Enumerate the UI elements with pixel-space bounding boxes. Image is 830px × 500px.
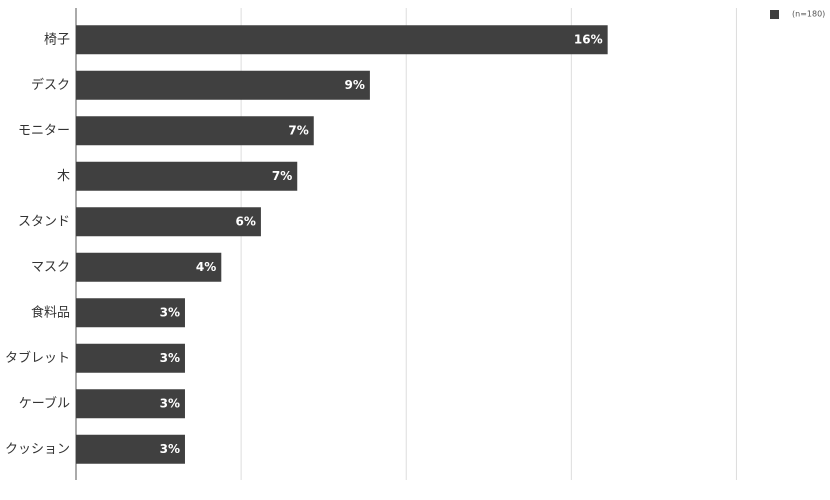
value-label: 7%: [272, 169, 292, 183]
category-label: 木: [57, 169, 70, 184]
category-label: クッション: [5, 442, 70, 457]
category-label: ケーブル: [19, 395, 70, 411]
bar: [76, 25, 608, 55]
bar: [76, 161, 298, 191]
bar: [76, 207, 261, 237]
category-label: タブレット: [5, 350, 70, 366]
value-label: 16%: [574, 32, 603, 46]
value-label: 7%: [288, 123, 308, 137]
category-label: 椅子: [44, 32, 70, 47]
category-label: マスク: [31, 260, 70, 275]
value-label: 9%: [345, 78, 365, 92]
value-label: 3%: [160, 442, 180, 456]
value-label: 3%: [160, 305, 180, 319]
bar: [76, 434, 185, 464]
legend-label: (n=180): [792, 10, 825, 19]
bar: [76, 116, 314, 146]
value-label: 4%: [196, 260, 216, 274]
bar: [76, 298, 185, 328]
legend-swatch: [770, 10, 779, 19]
bar: [76, 70, 370, 100]
category-label: スタンド: [18, 214, 70, 229]
category-label: 食料品: [31, 304, 70, 320]
category-label: デスク: [31, 77, 70, 93]
value-label: 6%: [236, 214, 256, 228]
category-label: モニター: [18, 123, 70, 138]
bar: [76, 389, 185, 419]
bar: [76, 252, 222, 282]
value-label: 3%: [160, 396, 180, 410]
value-label: 3%: [160, 351, 180, 365]
bar: [76, 343, 185, 373]
